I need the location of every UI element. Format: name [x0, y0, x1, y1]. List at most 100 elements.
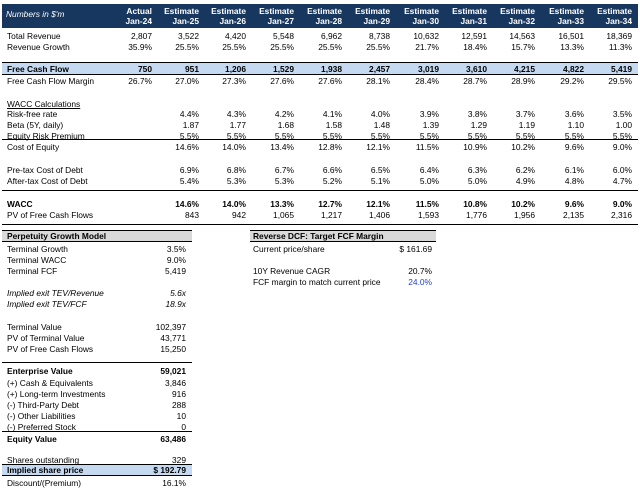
pgm-label-cash: (+) Cash & Equivalents [7, 378, 93, 388]
cell-beta: 1.19 [518, 120, 535, 130]
cell-erp: 5.5% [612, 131, 632, 141]
cell-pretax-debt: 6.6% [322, 165, 342, 175]
reverse-label-current-price: Current price/share [253, 244, 325, 254]
cell-pretax-debt: 6.8% [226, 165, 246, 175]
row-label-fcf-margin: Free Cash Flow Margin [7, 76, 95, 86]
units-label: Numbers in $'m [6, 9, 65, 19]
pgm-label-exit-tev-rev: Implied exit TEV/Revenue [7, 288, 104, 298]
cell-wacc: 14.6% [175, 199, 199, 209]
cell-risk-free: 3.6% [564, 109, 584, 119]
cell-cost-equity: 13.4% [270, 142, 294, 152]
pgm-value-lt-inv: 916 [172, 389, 186, 399]
cell-revenue-growth: 11.3% [608, 42, 632, 52]
column-header-bottom: Jan-31 [460, 16, 487, 26]
cell-fcf: 1,529 [273, 64, 294, 74]
cell-total-revenue: 2,807 [131, 31, 152, 41]
cell-total-revenue: 12,591 [461, 31, 487, 41]
pgm-title: Perpetuity Growth Model [7, 231, 107, 241]
pgm-value-shares: 329 [172, 455, 186, 465]
cell-pv-fcf: 2,316 [611, 210, 632, 220]
cell-fcf-margin: 27.3% [222, 76, 246, 86]
cell-total-revenue: 8,738 [369, 31, 390, 41]
cell-fcf: 750 [138, 64, 152, 74]
wacc-section-title: WACC Calculations [7, 99, 81, 109]
cell-revenue-growth: 25.5% [222, 42, 246, 52]
cell-pv-fcf: 1,776 [466, 210, 487, 220]
cell-wacc: 12.7% [318, 199, 342, 209]
cell-pretax-debt: 6.7% [274, 165, 294, 175]
cell-wacc: 13.3% [270, 199, 294, 209]
reverse-label-cagr: 10Y Revenue CAGR [253, 266, 331, 276]
implied-price-band [2, 464, 192, 476]
cell-risk-free: 4.3% [226, 109, 246, 119]
cell-revenue-growth: 21.7% [415, 42, 439, 52]
cell-pretax-debt: 6.0% [612, 165, 632, 175]
cell-pretax-debt: 6.1% [564, 165, 584, 175]
cell-pretax-debt: 6.5% [370, 165, 390, 175]
cell-pretax-debt: 6.9% [179, 165, 199, 175]
divider [2, 362, 192, 363]
pgm-label-pv-fcf: PV of Free Cash Flows [7, 344, 94, 354]
cell-wacc: 10.2% [511, 199, 535, 209]
pgm-label-terminal-growth: Terminal Growth [7, 244, 68, 254]
cell-cost-equity: 9.0% [612, 142, 632, 152]
row-label-cost-equity: Cost of Equity [7, 142, 60, 152]
cell-fcf-margin: 27.0% [175, 76, 199, 86]
cell-wacc: 11.5% [415, 199, 439, 209]
cell-total-revenue: 14,563 [509, 31, 535, 41]
fcf-band [2, 62, 638, 75]
cell-revenue-growth: 13.3% [560, 42, 584, 52]
pgm-value-terminal-value: 102,397 [155, 322, 186, 332]
column-header-bottom: Jan-27 [267, 16, 294, 26]
column-header-top: Estimate [259, 6, 294, 16]
cell-total-revenue: 5,548 [273, 31, 294, 41]
cell-erp: 5.5% [226, 131, 246, 141]
column-header-top: Estimate [404, 6, 439, 16]
reverse-header [250, 230, 436, 242]
cell-aftertax-debt: 4.8% [564, 176, 584, 186]
row-label-pv-fcf: PV of Free Cash Flows [7, 210, 94, 220]
cell-beta: 1.00 [615, 120, 632, 130]
row-label-wacc: WACC [7, 199, 33, 209]
cell-total-revenue: 4,420 [225, 31, 246, 41]
pgm-value-pv-fcf: 15,250 [160, 344, 186, 354]
cell-pv-fcf: 1,065 [273, 210, 294, 220]
cell-aftertax-debt: 5.3% [226, 176, 246, 186]
row-label-aftertax-debt: After-tax Cost of Debt [7, 176, 88, 186]
cell-aftertax-debt: 5.4% [179, 176, 199, 186]
cell-pv-fcf: 843 [185, 210, 199, 220]
cell-revenue-growth: 25.5% [175, 42, 199, 52]
cell-total-revenue: 3,522 [178, 31, 199, 41]
pgm-value-terminal-wacc: 9.0% [166, 255, 186, 265]
cell-cost-equity: 14.6% [175, 142, 199, 152]
reverse-label-fcf-margin: FCF margin to match current price [253, 277, 381, 287]
cell-beta: 1.10 [567, 120, 584, 130]
cell-beta: 1.39 [422, 120, 439, 130]
cell-risk-free: 3.5% [612, 109, 632, 119]
pgm-value-terminal-fcf: 5,419 [165, 266, 186, 276]
cell-risk-free: 3.9% [419, 109, 439, 119]
pgm-value-equity-value: 63,486 [160, 434, 186, 444]
cell-fcf-margin: 27.6% [270, 76, 294, 86]
cell-wacc: 9.6% [564, 199, 584, 209]
cell-fcf-margin: 28.7% [463, 76, 487, 86]
column-header-bottom: Jan-28 [315, 16, 342, 26]
cell-wacc: 14.0% [222, 199, 246, 209]
cell-fcf-margin: 27.6% [318, 76, 342, 86]
cell-total-revenue: 18,369 [606, 31, 632, 41]
row-label-risk-free: Risk-free rate [7, 109, 58, 119]
reverse-value-fcf-margin: 24.0% [408, 277, 432, 287]
cell-fcf-margin: 26.7% [128, 76, 152, 86]
pgm-label-terminal-value: Terminal Value [7, 322, 62, 332]
cell-fcf-margin: 28.9% [511, 76, 535, 86]
cell-pv-fcf: 1,593 [418, 210, 439, 220]
cell-fcf: 1,206 [225, 64, 246, 74]
pgm-label-ev: Enterprise Value [7, 366, 73, 376]
cell-revenue-growth: 35.9% [128, 42, 152, 52]
row-label-fcf: Free Cash Flow [7, 64, 69, 74]
cell-wacc: 12.1% [366, 199, 390, 209]
divider [2, 190, 638, 191]
column-header-bottom: Jan-26 [219, 16, 246, 26]
cell-aftertax-debt: 5.0% [419, 176, 439, 186]
cell-cost-equity: 12.1% [366, 142, 390, 152]
